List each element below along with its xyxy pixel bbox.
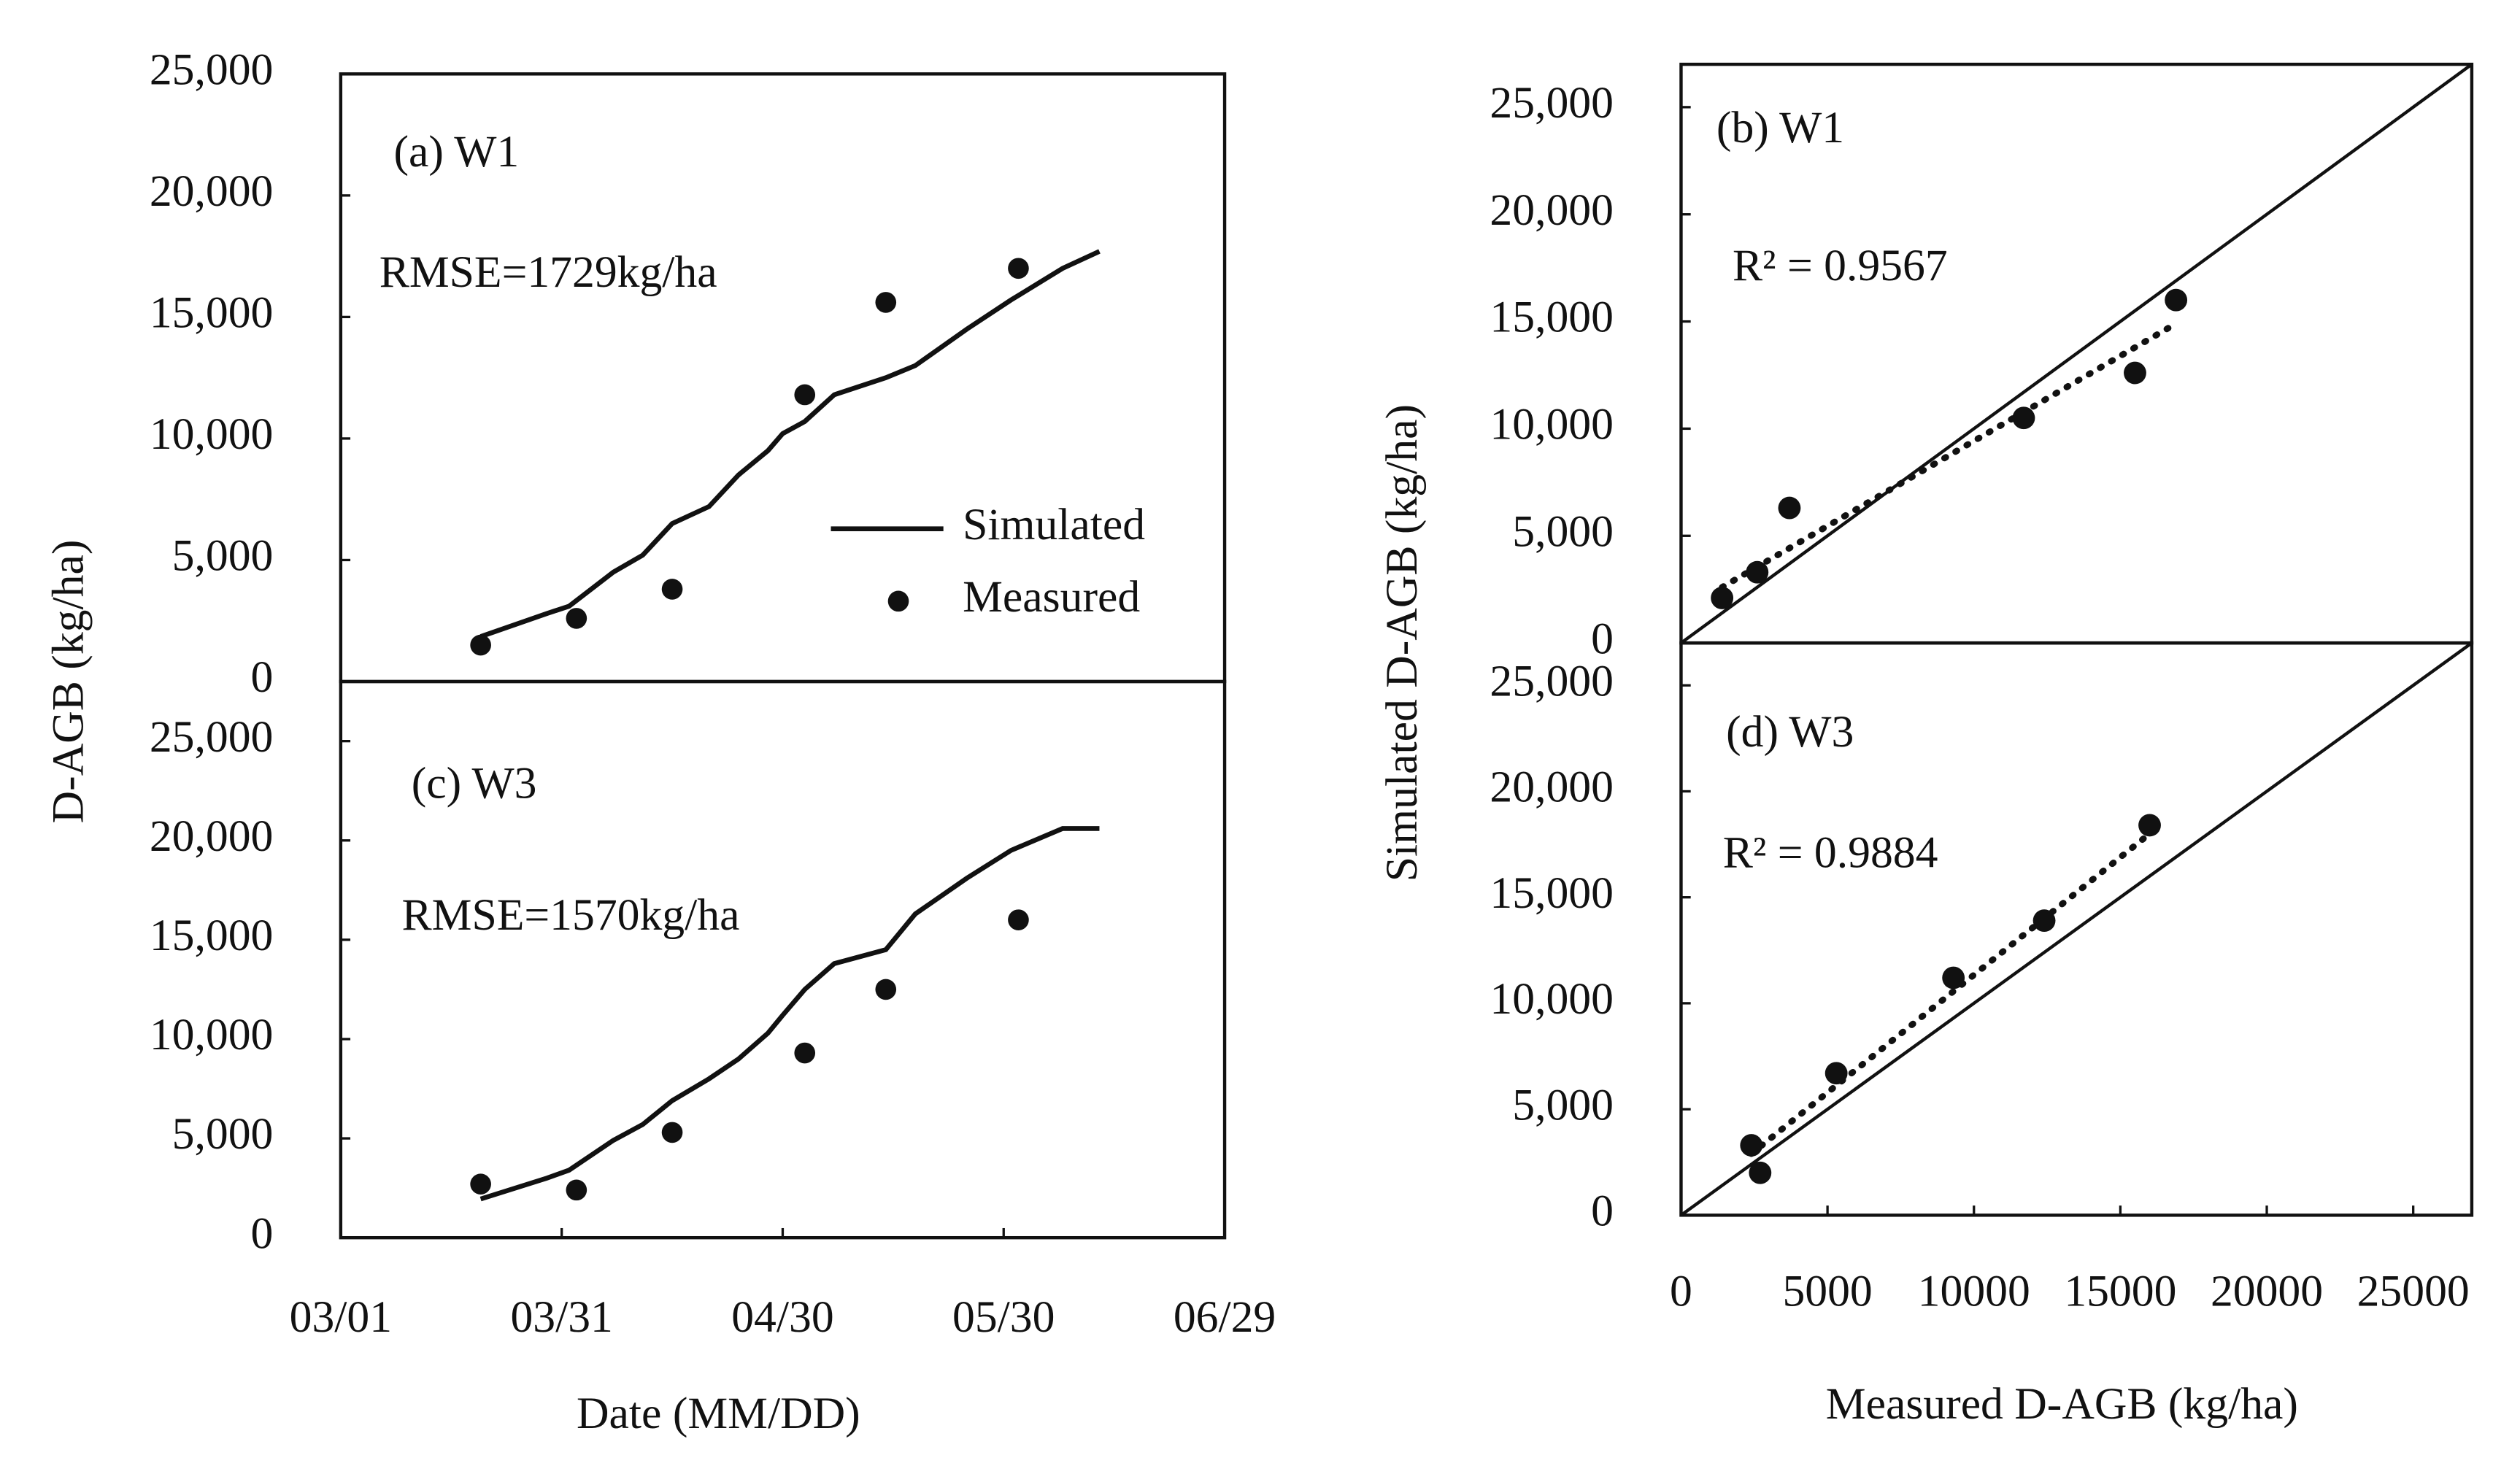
x-tick-label: 25000 (2357, 1267, 2470, 1316)
y-tick-label: 5,000 (1512, 506, 1614, 556)
y-tick-label: 10,000 (150, 1010, 274, 1060)
annotation: (d) W3 (1726, 707, 1854, 757)
y-tick-label: 5,000 (1512, 1080, 1614, 1130)
trendline (1748, 830, 2153, 1157)
y-tick-label: 25,000 (1490, 78, 1614, 128)
y-axis-label: Simulated D-AGB (kg/ha) (1377, 404, 1427, 881)
scatter-point (1749, 1161, 1772, 1184)
scatter-point (2012, 406, 2035, 430)
x-axis-label: Measured D-AGB (kg/ha) (1826, 1379, 2298, 1429)
measured-point (470, 1173, 491, 1195)
measured-point (470, 634, 491, 656)
measured-point (794, 1042, 816, 1064)
scatter-point (1778, 496, 1801, 520)
scatter-point (1825, 1062, 1848, 1085)
legend-marker (887, 590, 909, 612)
x-tick-label: 5000 (1782, 1267, 1872, 1316)
y-tick-label: 10,000 (150, 409, 274, 459)
measured-point (1008, 909, 1029, 930)
x-tick-label: 04/30 (731, 1292, 833, 1342)
measured-point (794, 384, 816, 406)
measured-point (1008, 258, 1029, 279)
measured-point (661, 1122, 683, 1143)
y-tick-label: 5,000 (172, 1109, 274, 1159)
annotation: R² = 0.9884 (1723, 827, 1938, 877)
y-tick-label: 20,000 (1490, 763, 1614, 812)
scatter-point (1711, 587, 1734, 609)
simulated-line (479, 826, 1100, 1202)
plot-frame (1679, 641, 2474, 1217)
legend-label: Simulated (963, 500, 1145, 549)
x-tick-label: 05/30 (952, 1292, 1055, 1342)
y-tick-label: 0 (1591, 614, 1614, 663)
y-tick-label: 0 (251, 652, 274, 702)
y-tick-label: 0 (251, 1208, 274, 1258)
scatter-point (1746, 560, 1769, 584)
measured-point (875, 292, 897, 313)
annotation: R² = 0.9567 (1733, 241, 1948, 290)
scatter-point (1942, 966, 1965, 989)
x-tick-label: 0 (1670, 1267, 1692, 1316)
annotation: RMSE=1729kg/ha (379, 247, 717, 297)
annotation: (c) W3 (412, 759, 537, 809)
x-tick-label: 15000 (2064, 1267, 2176, 1316)
y-tick-label: 20,000 (1490, 185, 1614, 235)
scatter-point (2124, 361, 2146, 385)
annotation: (a) W1 (394, 127, 520, 177)
measured-point (566, 608, 587, 629)
x-tick-label: 20000 (2211, 1267, 2323, 1316)
y-tick-label: 15,000 (1490, 293, 1614, 342)
y-tick-label: 25,000 (1490, 656, 1614, 706)
y-tick-label: 25,000 (150, 712, 274, 762)
simulated-line (479, 249, 1101, 639)
y-tick-label: 10,000 (1490, 400, 1614, 449)
annotation: (b) W1 (1716, 103, 1844, 153)
scatter-point (2138, 814, 2161, 837)
annotation: RMSE=1570kg/ha (402, 890, 740, 940)
scatter-point (1740, 1134, 1763, 1157)
x-axis-label: Date (MM/DD) (577, 1389, 860, 1438)
one-to-one-line (1680, 63, 2473, 644)
y-axis-label: D-AGB (kg/ha) (43, 540, 93, 824)
legend-label: Measured (963, 572, 1140, 622)
one-to-one-line (1680, 641, 2473, 1217)
y-tick-label: 5,000 (172, 531, 274, 581)
x-tick-label: 10000 (1918, 1267, 2030, 1316)
y-tick-label: 25,000 (150, 45, 274, 94)
scatter-point (2165, 288, 2188, 312)
y-tick-label: 20,000 (150, 811, 274, 861)
x-tick-label: 03/31 (510, 1292, 612, 1342)
y-tick-label: 20,000 (150, 166, 274, 216)
scatter-point (2032, 909, 2056, 933)
x-tick-label: 03/01 (290, 1292, 392, 1342)
measured-point (661, 579, 683, 600)
y-tick-label: 15,000 (150, 911, 274, 960)
y-tick-label: 10,000 (1490, 974, 1614, 1024)
trendline (1719, 320, 2180, 591)
y-tick-label: 15,000 (1490, 868, 1614, 918)
y-tick-label: 0 (1591, 1186, 1614, 1235)
y-tick-label: 15,000 (150, 288, 274, 338)
x-tick-label: 06/29 (1174, 1292, 1276, 1342)
measured-point (875, 979, 897, 1000)
measured-point (566, 1179, 587, 1201)
